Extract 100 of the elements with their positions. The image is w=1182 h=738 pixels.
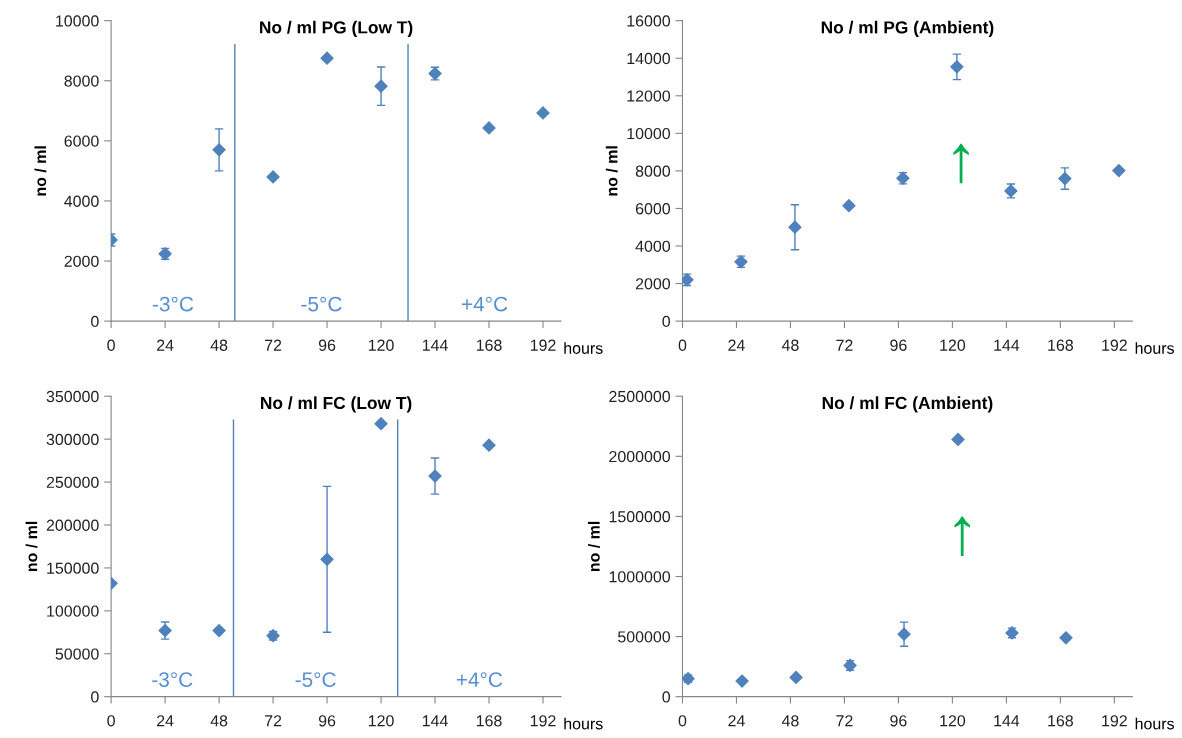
x-tick-label: 120 (368, 339, 394, 351)
point (536, 106, 550, 120)
y-tick-label: 10000 (627, 127, 671, 140)
x-tick-label: 120 (368, 715, 394, 727)
y-tick-label: 500000 (618, 631, 671, 643)
y-tick-label: 10000 (56, 15, 99, 27)
point (374, 417, 388, 431)
point (1059, 631, 1073, 645)
x-tick-label: 24 (728, 715, 745, 727)
x-tick-label: 0 (678, 715, 687, 727)
y-tick-label: 50000 (55, 648, 99, 660)
y-tick-label: 4000 (64, 195, 99, 207)
x-tick-label: 0 (107, 339, 115, 351)
annotation: -3°C (152, 672, 193, 687)
chart-title: No / ml FC (Ambient) (822, 396, 993, 413)
x-axis-title: hours (1135, 342, 1174, 354)
point (950, 60, 964, 74)
point (428, 469, 442, 483)
x-tick-label: 168 (1048, 715, 1073, 727)
point (842, 199, 856, 213)
y-tick-label: 4000 (635, 240, 671, 252)
y-tick-label: 350000 (46, 390, 99, 403)
x-tick-label: 24 (157, 339, 174, 351)
point (789, 670, 803, 685)
x-axis-title: hours (564, 342, 603, 354)
x-tick-label: 168 (1048, 339, 1073, 351)
y-tick-label: 6000 (635, 203, 671, 215)
x-tick-label: 192 (1102, 339, 1127, 351)
annotation: -5°C (301, 296, 342, 312)
point (897, 627, 911, 641)
point (482, 438, 496, 452)
annotation: +4°C (461, 296, 508, 312)
x-tick-label: 96 (318, 715, 336, 727)
point (735, 674, 749, 688)
x-tick-label: 24 (157, 715, 174, 727)
x-tick-label: 144 (422, 715, 448, 727)
y-tick-label: 250000 (46, 476, 99, 489)
point (320, 51, 334, 65)
y-tick-label: 8000 (64, 75, 99, 87)
y-tick-label: 0 (91, 691, 99, 703)
y-tick-label: 8000 (635, 165, 671, 177)
chart-title: No / ml PG (Ambient) (821, 20, 994, 37)
y-axis-title: no / ml (25, 521, 38, 572)
point (374, 79, 388, 93)
point (788, 220, 802, 234)
point (212, 623, 226, 638)
x-tick-label: 96 (318, 339, 336, 351)
point (482, 121, 496, 135)
chart-title: No / ml PG (Low T) (260, 20, 413, 37)
x-tick-label: 72 (265, 715, 282, 727)
x-tick-label: 144 (994, 715, 1020, 727)
point (951, 432, 965, 447)
y-tick-label: 1000000 (609, 571, 671, 583)
y-tick-label: 2000000 (609, 450, 671, 463)
y-tick-label: 0 (662, 315, 671, 328)
x-tick-label: 168 (476, 339, 502, 351)
x-tick-label: 48 (781, 339, 799, 351)
y-tick-label: 12000 (627, 90, 671, 102)
x-tick-label: 192 (530, 339, 556, 351)
x-axis-title: hours (1135, 717, 1174, 730)
y-tick-label: 6000 (64, 135, 99, 147)
point (266, 170, 280, 184)
y-axis-title: no / ml (34, 146, 47, 196)
point (682, 672, 695, 686)
x-tick-label: 48 (210, 339, 228, 351)
x-tick-label: 72 (836, 339, 853, 351)
x-tick-label: 144 (994, 339, 1020, 351)
x-tick-label: 168 (476, 715, 502, 727)
annotation: +4°C (456, 672, 503, 687)
x-tick-label: 72 (836, 715, 853, 727)
y-axis-title: no / ml (588, 521, 600, 572)
x-tick-label: 24 (728, 339, 745, 351)
point (1112, 163, 1126, 178)
x-tick-label: 192 (1102, 715, 1127, 727)
y-tick-label: 1500000 (609, 511, 671, 523)
point (682, 273, 694, 287)
x-tick-label: 120 (940, 715, 966, 727)
point (320, 552, 334, 566)
annotation: -3°C (152, 296, 194, 312)
x-tick-label: 120 (940, 339, 966, 351)
x-tick-label: 144 (422, 339, 448, 351)
annotation: ↑ (953, 143, 969, 184)
point (212, 143, 226, 157)
y-tick-label: 0 (91, 315, 99, 328)
y-tick-label: 2000 (64, 255, 99, 267)
y-tick-label: 16000 (627, 15, 671, 27)
y-axis-title: no / ml (605, 146, 618, 196)
y-tick-label: 2500000 (609, 390, 671, 403)
y-tick-label: 200000 (46, 519, 99, 531)
annotation: -5°C (295, 672, 336, 687)
point (1058, 171, 1072, 186)
x-tick-label: 192 (530, 715, 556, 727)
x-tick-label: 0 (107, 715, 115, 727)
y-tick-label: 2000 (635, 278, 671, 290)
y-tick-label: 0 (662, 691, 671, 703)
x-tick-label: 0 (678, 339, 687, 351)
y-tick-label: 300000 (46, 433, 99, 446)
annotation: ↑ (954, 516, 970, 556)
x-tick-label: 96 (890, 715, 907, 727)
x-tick-label: 72 (265, 339, 282, 351)
